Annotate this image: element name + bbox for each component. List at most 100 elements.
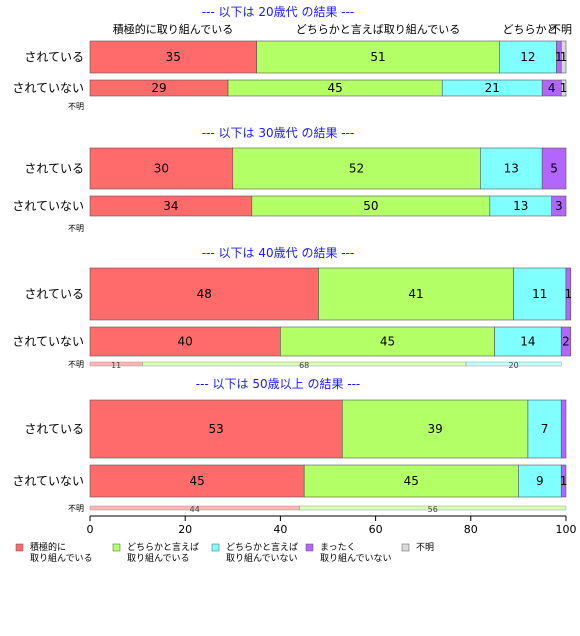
- row-label: されている: [24, 162, 84, 176]
- row-label: されている: [24, 50, 84, 64]
- bar-segment: [256, 40, 500, 74]
- data-label: 9: [536, 474, 544, 488]
- legend-swatch: [112, 543, 121, 552]
- bar-segment: [341, 399, 529, 459]
- data-label: 1: [555, 50, 563, 64]
- panel-title: --- 以下は 30歳代 の結果 ---: [202, 126, 355, 140]
- row-label: されていない: [12, 335, 84, 349]
- unknown-data-label: 68: [299, 361, 309, 370]
- legend-label: 取り組んでいない: [320, 552, 392, 564]
- unknown-row-label: 不明: [68, 224, 84, 233]
- data-label: 45: [404, 474, 419, 488]
- data-label: 13: [513, 199, 528, 213]
- bar-segment: [303, 464, 519, 498]
- bar-segment: [513, 267, 567, 321]
- legend-swatch: [211, 543, 220, 552]
- legend-label: どちらかと言えば: [127, 541, 199, 553]
- unknown-bar-segment: [465, 361, 562, 367]
- data-label: 40: [178, 335, 193, 349]
- bar-segment: [89, 267, 319, 321]
- bar-segment: [565, 267, 572, 321]
- data-label: 4: [548, 81, 556, 95]
- data-label: 1: [560, 81, 568, 95]
- data-label: 48: [197, 287, 212, 301]
- bar-segment: [560, 464, 567, 498]
- header-label: どちらかと言えば取り組んでいる: [296, 23, 460, 36]
- data-label: 30: [154, 162, 169, 176]
- data-label: 52: [349, 162, 364, 176]
- data-label: 14: [520, 335, 535, 349]
- header-label: 積極的に取り組んでいる: [113, 22, 233, 36]
- unknown-row-label: 不明: [68, 504, 84, 513]
- data-label: 39: [427, 422, 442, 436]
- header-label: 不明: [550, 23, 572, 36]
- bar-segment: [318, 267, 514, 321]
- data-label: 7: [541, 422, 549, 436]
- bar-segment: [89, 147, 234, 190]
- data-label: 2: [562, 335, 570, 349]
- panel-title: --- 以下は 20歳代 の結果 ---: [202, 5, 355, 19]
- bar-segment: [89, 399, 343, 459]
- legend-swatch: [15, 543, 24, 552]
- data-label: 45: [380, 335, 395, 349]
- x-tick-label: 0: [87, 523, 94, 536]
- row-label: されていない: [12, 474, 84, 488]
- data-label: 13: [504, 162, 519, 176]
- bar-segment: [560, 326, 572, 357]
- row-label: されていない: [12, 81, 84, 95]
- data-label: 12: [520, 50, 535, 64]
- unknown-data-label: 20: [509, 361, 519, 370]
- bar-segment: [89, 464, 305, 498]
- data-label: 29: [151, 81, 166, 95]
- data-label: 1: [565, 287, 573, 301]
- data-label: 1: [560, 50, 568, 64]
- data-label: 35: [166, 50, 181, 64]
- data-label: 41: [408, 287, 423, 301]
- legend-label: まったく: [320, 542, 356, 553]
- unknown-data-label: 56: [428, 505, 438, 514]
- data-label: 11: [532, 287, 547, 301]
- header-label: どちらかと: [503, 23, 558, 36]
- x-tick-label: 20: [178, 523, 192, 536]
- data-label: 21: [485, 81, 500, 95]
- x-tick-label: 40: [273, 523, 287, 536]
- legend-swatch: [401, 543, 410, 552]
- x-tick-label: 100: [556, 523, 577, 536]
- unknown-data-label: 44: [190, 505, 200, 514]
- row-label: されている: [24, 287, 84, 301]
- unknown-bar-segment: [299, 505, 567, 511]
- unknown-data-label: 11: [111, 361, 121, 370]
- data-label: 5: [550, 162, 558, 176]
- unknown-row-label: 不明: [68, 102, 84, 111]
- bar-segment: [89, 326, 281, 357]
- data-label: 51: [370, 50, 385, 64]
- x-tick-label: 80: [464, 523, 478, 536]
- legend-swatch: [305, 543, 314, 552]
- data-label: 53: [208, 422, 223, 436]
- bar-segment: [494, 326, 562, 357]
- panel-title: --- 以下は 40歳代 の結果 ---: [202, 246, 355, 260]
- data-label: 34: [163, 199, 178, 213]
- bar-segment: [280, 326, 495, 357]
- unknown-row-label: 不明: [68, 360, 84, 369]
- legend-label: 取り組んでいない: [226, 552, 298, 564]
- bar-segment: [551, 195, 567, 217]
- bar-segment: [232, 147, 481, 190]
- bar-segment: [560, 399, 567, 459]
- legend-label: 取り組んでいる: [30, 552, 93, 564]
- bar-segment: [560, 79, 567, 97]
- row-label: されていない: [12, 199, 84, 213]
- data-label: 50: [363, 199, 378, 213]
- bar-segment: [480, 147, 543, 190]
- x-tick-label: 60: [369, 523, 383, 536]
- row-label: されている: [24, 422, 84, 436]
- data-label: 45: [189, 474, 204, 488]
- legend-label: どちらかと言えば: [226, 541, 298, 553]
- legend-label: 取り組んでいる: [127, 552, 190, 564]
- bar-segment: [560, 40, 567, 74]
- bar-segment: [541, 147, 567, 190]
- data-label: 3: [555, 199, 563, 213]
- data-label: 45: [327, 81, 342, 95]
- legend-label: 不明: [416, 542, 434, 553]
